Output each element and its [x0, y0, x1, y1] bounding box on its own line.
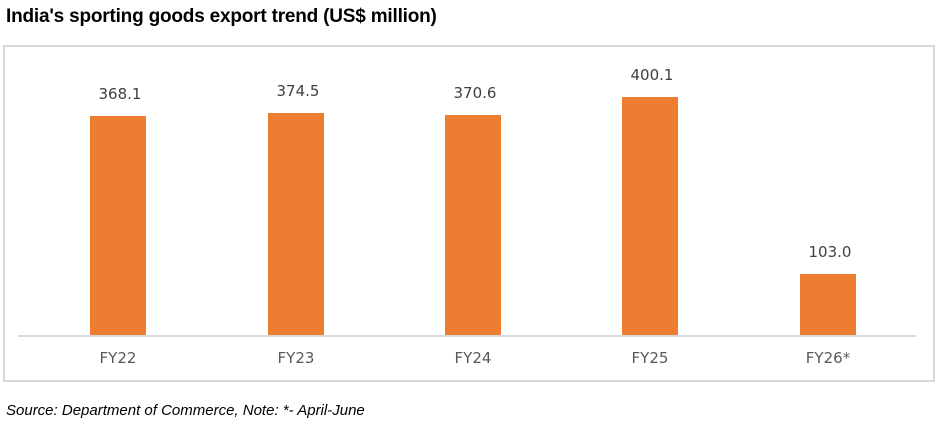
- bar-fy24: [445, 115, 501, 335]
- x-tick-fy23: FY23: [277, 349, 315, 367]
- x-tick-fy26: FY26*: [805, 349, 851, 367]
- bar-fy25: [622, 97, 678, 335]
- data-label-fy23: 374.5: [276, 82, 320, 100]
- x-axis-line: [18, 335, 916, 337]
- source-note: Source: Department of Commerce, Note: *-…: [6, 402, 365, 419]
- x-tick-fy25: FY25: [631, 349, 669, 367]
- bar-fy23: [268, 113, 324, 335]
- data-label-fy24: 370.6: [453, 84, 497, 102]
- chart-area: 368.1 374.5 370.6 400.1 103.0 FY22 FY23 …: [3, 45, 935, 382]
- data-label-fy25: 400.1: [630, 66, 674, 84]
- data-label-fy22: 368.1: [98, 85, 142, 103]
- bar-fy22: [90, 116, 146, 335]
- data-label-fy26: 103.0: [808, 243, 852, 261]
- chart-title: India's sporting goods export trend (US$…: [6, 6, 437, 27]
- x-tick-fy22: FY22: [99, 349, 137, 367]
- x-tick-fy24: FY24: [454, 349, 492, 367]
- bar-fy26: [800, 274, 856, 335]
